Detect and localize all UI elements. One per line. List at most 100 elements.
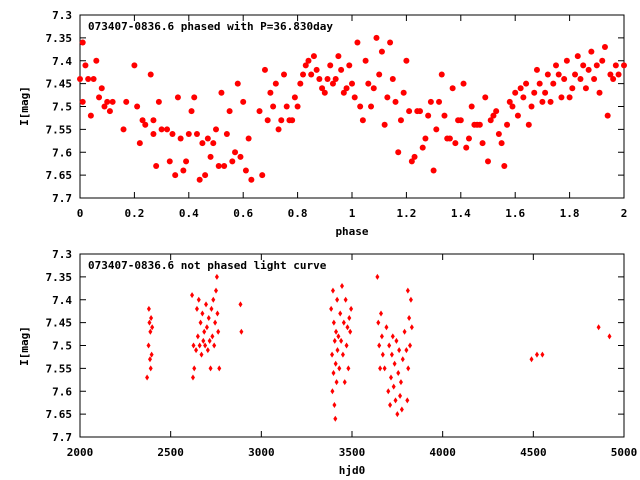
unphased-light-curve-panel: 2000 2500 3000 3500 4000 4500 5000 7.3 7.35 7.4 7.…: [18, 248, 637, 477]
x-tick-label: 2: [621, 207, 628, 220]
data-point: [370, 85, 377, 92]
data-point: [409, 324, 414, 331]
data-point: [209, 305, 214, 312]
data-point: [534, 351, 539, 358]
data-point: [394, 337, 399, 344]
data-point: [214, 273, 219, 280]
data-point: [425, 112, 432, 119]
data-point: [536, 80, 543, 87]
data-point: [357, 103, 364, 110]
y-tick-label: 7.55: [46, 362, 73, 375]
data-point: [310, 53, 317, 60]
data-point: [397, 117, 404, 124]
data-point: [90, 76, 97, 83]
data-point: [215, 162, 222, 169]
data-point: [596, 324, 601, 331]
data-point: [343, 85, 350, 92]
y-tick-label: 7.7: [52, 192, 72, 205]
data-point: [457, 117, 464, 124]
data-point: [221, 162, 228, 169]
data-point: [389, 76, 396, 83]
data-point: [106, 108, 113, 115]
data-point: [226, 108, 233, 115]
data-point: [302, 62, 309, 69]
data-point: [531, 89, 538, 96]
x-axis-label: hjd0: [339, 464, 366, 477]
data-point: [335, 347, 340, 354]
data-point: [93, 57, 100, 64]
data-point: [208, 365, 213, 372]
data-point: [379, 333, 384, 340]
data-point: [525, 121, 532, 128]
data-point: [145, 374, 150, 381]
data-point: [319, 85, 326, 92]
data-point: [607, 333, 612, 340]
data-point: [196, 176, 203, 183]
data-point: [349, 80, 355, 87]
data-point: [566, 94, 573, 101]
data-point: [604, 112, 611, 119]
x-tick-label: 3500: [339, 446, 366, 459]
data-point: [305, 57, 312, 64]
data-point: [582, 85, 589, 92]
data-point: [343, 296, 348, 303]
x-tick-label: 1: [349, 207, 356, 220]
y-tick-label: 7.6: [52, 385, 72, 398]
data-point: [196, 296, 201, 303]
data-point: [240, 98, 247, 105]
y-axis-label: I[mag]: [18, 326, 31, 366]
data-point: [523, 80, 530, 87]
data-point: [87, 112, 94, 119]
data-point: [460, 80, 467, 87]
data-point: [514, 112, 521, 119]
data-point: [408, 342, 413, 349]
data-point: [294, 103, 301, 110]
data-point: [197, 342, 202, 349]
data-point: [308, 71, 315, 78]
data-point: [329, 80, 336, 87]
data-point: [346, 365, 351, 372]
data-point: [615, 71, 622, 78]
data-point: [123, 98, 130, 105]
data-point: [332, 76, 339, 83]
data-point: [504, 121, 511, 128]
data-point: [331, 319, 336, 326]
data-point: [406, 108, 413, 115]
data-point: [334, 328, 339, 335]
data-point: [405, 287, 410, 294]
data-point: [591, 76, 598, 83]
data-point: [217, 365, 222, 372]
data-point: [297, 80, 304, 87]
data-point: [550, 80, 557, 87]
data-point: [194, 305, 199, 312]
data-point: [316, 76, 323, 83]
data-point: [158, 126, 165, 133]
data-point: [204, 301, 209, 308]
data-point: [539, 98, 546, 105]
data-point: [398, 392, 403, 399]
data-point: [506, 98, 513, 105]
data-point: [436, 98, 443, 105]
data-point: [204, 135, 211, 142]
y-tick-label: 7.3: [52, 248, 72, 261]
data-point: [351, 94, 358, 101]
data-point: [164, 126, 171, 133]
data-point: [596, 89, 603, 96]
data-point: [359, 117, 366, 124]
data-point: [485, 158, 491, 165]
data-point: [185, 130, 192, 137]
data-point: [291, 94, 298, 101]
data-point: [542, 89, 549, 96]
data-point: [387, 342, 392, 349]
data-point: [149, 315, 154, 322]
data-point: [407, 315, 412, 322]
plot-frame: [79, 14, 625, 199]
data-point: [599, 57, 606, 64]
data-point: [382, 365, 387, 372]
data-point: [495, 130, 502, 137]
data-point: [398, 379, 403, 386]
data-point: [229, 158, 236, 165]
data-point: [98, 85, 105, 92]
data-point: [190, 292, 195, 299]
data-point: [203, 342, 208, 349]
